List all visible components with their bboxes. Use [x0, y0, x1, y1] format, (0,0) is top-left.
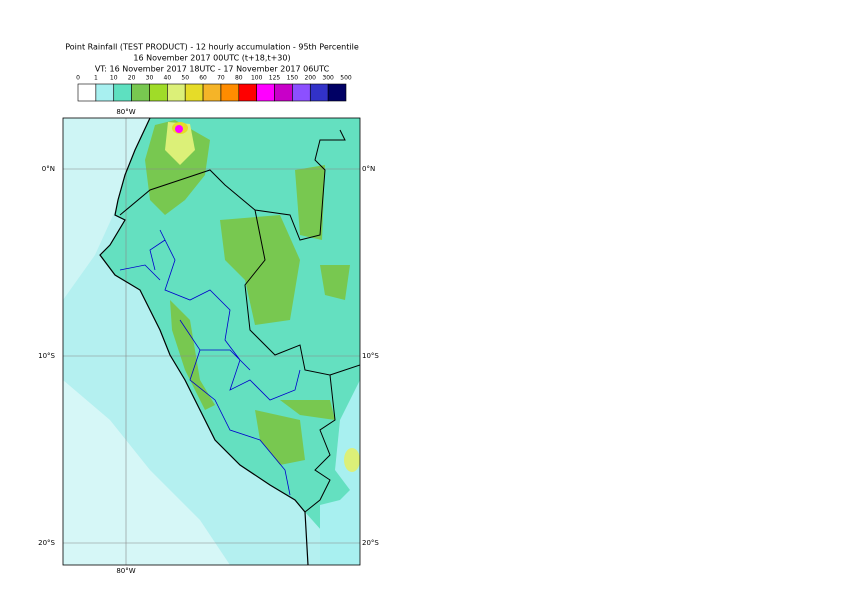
colorbar-box — [202, 83, 222, 102]
lat-label: 0°N — [42, 165, 55, 173]
colorbar-label: 500 — [340, 75, 352, 82]
colorbar-box — [256, 83, 275, 102]
colorbar-label: 150 — [287, 75, 299, 82]
colorbar-label: 1 — [94, 75, 98, 82]
title: Point Rainfall (TEST PRODUCT) - 12 hourl… — [65, 43, 359, 52]
colorbar-box — [113, 83, 132, 102]
colorbar-label: 200 — [305, 75, 317, 82]
colorbar-label: 125 — [269, 75, 281, 82]
colorbar-box — [327, 83, 347, 102]
border — [119, 129, 360, 513]
colorbar-label: 40 — [164, 75, 172, 82]
subtitle: VT: 16 November 2017 18UTC - 17 November… — [95, 65, 330, 74]
rain-area — [165, 122, 195, 165]
rain-area — [170, 300, 215, 410]
lat-label: 10°S — [362, 352, 379, 360]
colorbar-label: 100 — [251, 75, 263, 82]
map-frame — [62, 117, 361, 566]
colorbar-box — [131, 83, 150, 102]
colorbar-label: 60 — [199, 75, 207, 82]
lon-label: 80°W — [116, 108, 135, 116]
colorbar-label: 20 — [128, 75, 136, 82]
colorbar-box — [95, 83, 115, 102]
colorbar-label: 300 — [322, 75, 334, 82]
sea-light — [63, 380, 230, 565]
rain-area — [280, 400, 335, 420]
colorbar: 0 1 10 20 30 40 50 60 70 80 100 125 150 200 300 500 — [76, 75, 352, 102]
colorbar-label: 0 — [76, 75, 80, 82]
colorbar-box — [167, 83, 186, 102]
colorbar-box — [309, 83, 329, 102]
colorbar-box — [184, 83, 204, 102]
lat-label: 20°S — [362, 539, 379, 547]
coastline — [99, 118, 309, 565]
rain-area — [320, 265, 350, 300]
lon-label: 80°W — [116, 567, 135, 575]
colorbar-label: 30 — [146, 75, 154, 82]
rain-area — [220, 215, 300, 325]
colorbar-box — [77, 83, 97, 102]
colorbar-label: 80 — [235, 75, 243, 82]
rain-area — [344, 448, 360, 472]
colorbar-box — [149, 83, 168, 102]
colorbar-box — [238, 83, 257, 102]
colorbar-label: 70 — [217, 75, 225, 82]
admin-border — [119, 229, 301, 496]
colorbar-label: 10 — [110, 75, 118, 82]
colorbar-box — [220, 83, 240, 102]
rain-area — [175, 125, 183, 133]
rain-area — [295, 165, 325, 240]
map: 80°W 80°W 0°N 0°N 10°S 10°S 20°S 20°S — [38, 108, 379, 575]
colorbar-box — [292, 83, 311, 102]
colorbar-box — [274, 83, 293, 102]
lat-label: 20°S — [38, 539, 55, 547]
rain-area — [255, 410, 305, 465]
sea-light — [63, 118, 150, 300]
subtitle: 16 November 2017 00UTC (t+18,t+30) — [133, 54, 290, 63]
lat-label: 0°N — [362, 165, 375, 173]
colorbar-label: 50 — [181, 75, 189, 82]
lat-label: 10°S — [38, 352, 55, 360]
